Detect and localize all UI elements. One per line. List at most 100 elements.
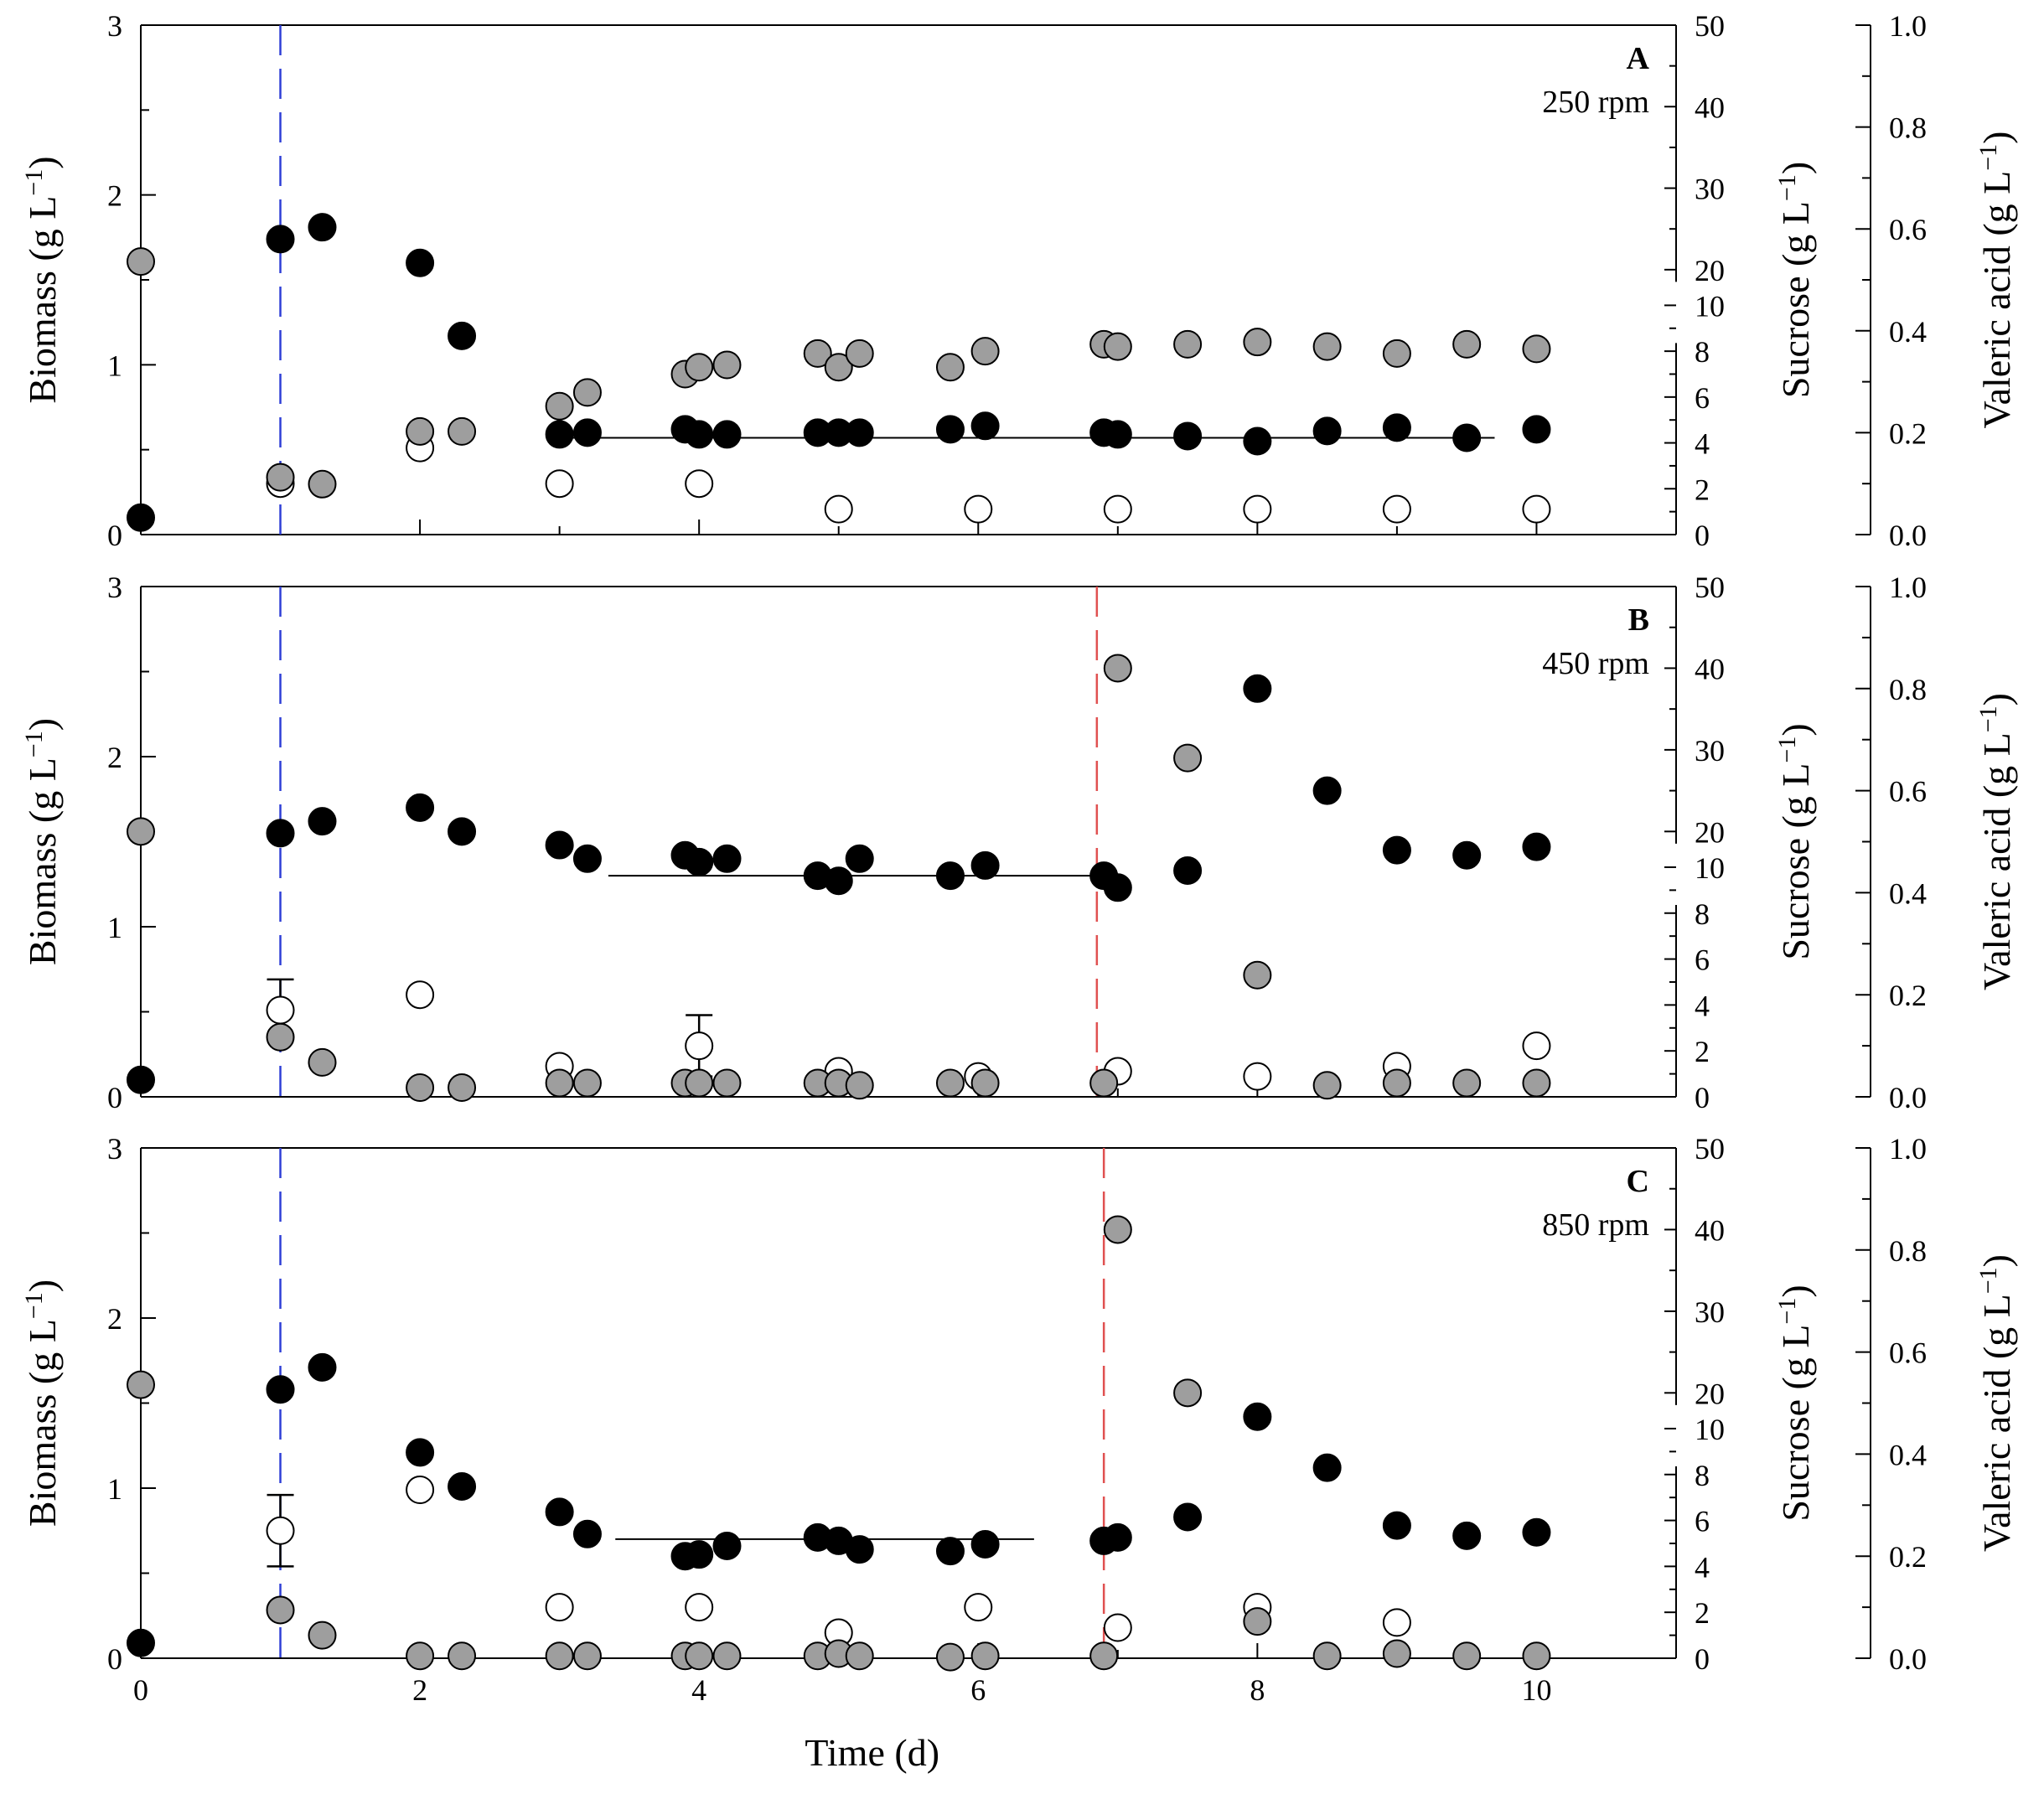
biomass-point [127, 1628, 155, 1657]
sucrose-point [1173, 1378, 1203, 1408]
biomass-point [1173, 1502, 1203, 1532]
valeric-tick-label: 0.0 [1889, 1642, 1927, 1676]
x-tick-label: 10 [1521, 1673, 1551, 1707]
biomass-point [406, 248, 435, 277]
biomass-tick-label: 1 [107, 349, 122, 382]
sucrose-point [1103, 332, 1132, 361]
sucrose-point [712, 350, 742, 380]
biomass-point [845, 1535, 874, 1564]
valeric-point [685, 1031, 714, 1061]
valeric-point [406, 1476, 435, 1505]
panel-label: B [1628, 602, 1649, 638]
sucrose-point [266, 1022, 295, 1052]
valeric-point [266, 995, 295, 1025]
sucrose-point [572, 1068, 602, 1098]
sucrose-point [935, 1068, 965, 1098]
biomass-point [308, 807, 337, 836]
biomass-point [845, 418, 874, 447]
biomass-axis-title: Biomass (g L−1) [20, 1279, 65, 1527]
biomass-point [845, 844, 874, 873]
sucrose-axis-title-exponent: −1 [1773, 737, 1801, 763]
biomass-point [1382, 413, 1411, 442]
valeric-tick-label: 0.4 [1889, 876, 1927, 910]
sucrose-tick-label: 40 [1695, 1213, 1725, 1247]
sucrose-point [935, 1642, 965, 1672]
valeric-point [1103, 494, 1132, 524]
biomass-axis-title-exponent: −1 [20, 1292, 48, 1319]
biomass-point [712, 1532, 742, 1561]
biomass-point [266, 819, 295, 848]
sucrose-tick-label: 4 [1695, 427, 1710, 461]
biomass-point [572, 1519, 602, 1548]
valeric-tick-label: 1.0 [1889, 571, 1927, 604]
biomass-point [1522, 415, 1551, 444]
biomass-point [127, 503, 155, 532]
sucrose-point [712, 1641, 742, 1671]
biomass-point [1243, 426, 1272, 456]
sucrose-tick-label: 30 [1695, 173, 1725, 206]
sucrose-point [448, 416, 477, 446]
biomass-point [970, 850, 1000, 880]
biomass-tick-label: 2 [107, 179, 122, 213]
biomass-axis-title-exponent: −1 [20, 731, 48, 757]
sucrose-tick-label: 10 [1695, 289, 1725, 323]
sucrose-point [685, 353, 714, 382]
biomass-tick-label: 0 [107, 1642, 122, 1676]
valeric-tick-label: 1.0 [1889, 9, 1927, 43]
biomass-point [448, 817, 477, 846]
sucrose-point [1312, 1071, 1342, 1100]
valeric-point [545, 1593, 574, 1622]
biomass-tick-label: 2 [107, 741, 122, 774]
sucrose-tick-label: 40 [1695, 90, 1725, 124]
biomass-point [1382, 1511, 1411, 1540]
biomass-point [1452, 1521, 1482, 1550]
biomass-point [1173, 856, 1203, 886]
sucrose-point [1243, 1607, 1272, 1636]
sucrose-tick-label: 8 [1695, 335, 1710, 369]
valeric-point [1243, 494, 1272, 524]
sucrose-point [1522, 1641, 1551, 1671]
biomass-tick-label: 3 [107, 571, 122, 604]
sucrose-tick-label: 20 [1695, 254, 1725, 287]
sucrose-point [1452, 1068, 1482, 1098]
valeric-point [1382, 1608, 1411, 1637]
sucrose-point [545, 391, 574, 421]
biomass-tick-label: 1 [107, 911, 122, 944]
biomass-point [1173, 421, 1203, 451]
sucrose-tick-label: 4 [1695, 989, 1710, 1022]
sucrose-point [1243, 960, 1272, 990]
valeric-tick-label: 0.2 [1889, 416, 1927, 450]
biomass-tick-label: 1 [107, 1472, 122, 1506]
sucrose-point [127, 247, 155, 277]
biomass-point [1452, 423, 1482, 452]
condition-label: 450 rpm [1542, 646, 1649, 681]
sucrose-point [1089, 1068, 1119, 1098]
sucrose-tick-label: 30 [1695, 1295, 1725, 1329]
biomass-point [712, 844, 742, 873]
sucrose-tick-label: 30 [1695, 734, 1725, 768]
sucrose-point [1382, 339, 1411, 368]
sucrose-point [406, 1073, 435, 1103]
biomass-tick-label: 3 [107, 9, 122, 43]
biomass-point [308, 1352, 337, 1382]
valeric-axis-title-exponent: −1 [1974, 1267, 2002, 1294]
valeric-point [964, 1593, 993, 1622]
sucrose-point [1173, 329, 1203, 359]
biomass-point [448, 321, 477, 350]
sucrose-point [266, 1595, 295, 1625]
sucrose-point [935, 353, 965, 382]
sucrose-point [970, 1068, 1000, 1098]
sucrose-point [545, 1641, 574, 1671]
sucrose-point [1522, 334, 1551, 364]
biomass-point [935, 415, 965, 444]
sucrose-point [127, 1370, 155, 1399]
x-tick-label: 0 [133, 1673, 148, 1707]
valeric-tick-label: 0.8 [1889, 111, 1927, 145]
sucrose-tick-label: 50 [1695, 1132, 1725, 1166]
sucrose-point [845, 1641, 874, 1671]
sucrose-point [406, 1641, 435, 1671]
biomass-tick-label: 0 [107, 1081, 122, 1114]
sucrose-point [266, 463, 295, 492]
biomass-point [1243, 674, 1272, 703]
x-axis-title: Time (d) [805, 1731, 939, 1774]
